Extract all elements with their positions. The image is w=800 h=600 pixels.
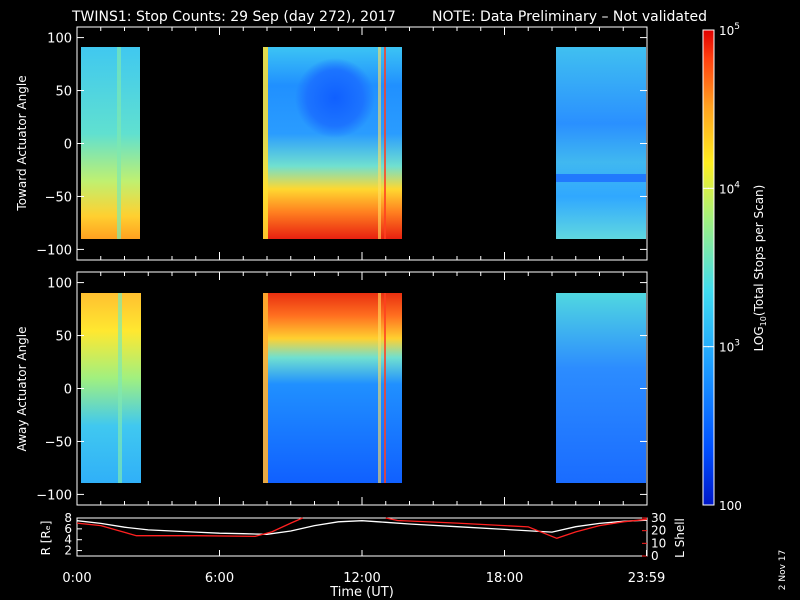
toward-stripe-3 xyxy=(378,47,381,239)
ytick-label: 0 xyxy=(64,383,72,398)
away-stripe-2 xyxy=(263,293,268,483)
right-ytick-label: 20 xyxy=(651,524,666,538)
toward-block-1 xyxy=(81,47,140,239)
ytick-label: −50 xyxy=(45,190,72,205)
ephemeris-series-line xyxy=(76,517,303,538)
away-block-2 xyxy=(263,293,402,483)
colorbar-tick-label: 100 xyxy=(719,499,742,513)
colorbar-tick-base: 100 xyxy=(719,499,742,513)
panel-toward-ylabel: Toward Actuator Angle xyxy=(15,75,29,211)
toward-band-3 xyxy=(556,174,646,182)
ytick-label: 50 xyxy=(55,330,72,345)
ephemeris-series-line xyxy=(76,519,648,535)
xtick-label: 6:00 xyxy=(205,571,234,586)
right-ytick-label: 0 xyxy=(651,549,659,563)
right-ytick-label: 30 xyxy=(651,511,666,525)
ephemeris-ylabel-right: L Shell xyxy=(673,518,687,558)
panel-away-yaxis: 100 50 0 −50 −100 xyxy=(36,277,647,503)
right-ytick-label: 10 xyxy=(651,536,666,550)
ytick-label: 100 xyxy=(47,277,72,292)
ytick-label: −50 xyxy=(45,435,72,450)
figure-title: TWINS1: Stop Counts: 29 Sep (day 272), 2… xyxy=(71,9,396,25)
toward-stripe-2 xyxy=(263,47,268,239)
toward-stripe-4 xyxy=(384,47,386,239)
left-ytick-label: 6 xyxy=(64,522,72,536)
toward-low-count-region xyxy=(295,58,375,138)
ytick-label: −100 xyxy=(36,488,72,503)
toward-stripe xyxy=(117,47,121,239)
panel-toward: Toward Actuator Angle 100 50 0 −50 −100 xyxy=(15,26,648,261)
away-stripe xyxy=(118,293,122,483)
ytick-label: 50 xyxy=(55,85,72,100)
xtick-label: 18:00 xyxy=(486,571,523,586)
toward-block-3 xyxy=(556,47,646,239)
colorbar-fill xyxy=(703,30,714,505)
colorbar-tick-exponent: 3 xyxy=(734,339,740,349)
date-stamp: 2 Nov 17 xyxy=(778,550,788,590)
colorbar-tick-label: 103 xyxy=(719,339,740,355)
ephemeris-xlabel: Time (UT) xyxy=(329,585,394,600)
away-block-1 xyxy=(81,293,141,483)
colorbar-tick-exponent: 5 xyxy=(734,22,740,32)
preliminary-note: NOTE: Data Preliminary – Not validated xyxy=(432,9,707,25)
left-ytick-label: 4 xyxy=(64,533,72,547)
ytick-label: 0 xyxy=(64,138,72,153)
xtick-label: 23:59 xyxy=(628,571,665,586)
ytick-label: 100 xyxy=(47,32,72,47)
away-stripe-4 xyxy=(384,293,386,483)
colorbar-label: LOG10(Total Stops per Scan) xyxy=(752,185,768,352)
panel-toward-yaxis: 100 50 0 −50 −100 xyxy=(36,32,647,258)
ephemeris-ylabel-left: R [Rₑ] xyxy=(39,521,53,556)
left-ytick-label: 8 xyxy=(64,511,72,525)
colorbar-tick-exponent: 4 xyxy=(734,180,740,190)
colorbar-tick-label: 105 xyxy=(719,22,740,38)
xtick-label: 0:00 xyxy=(62,571,91,586)
away-stripe-3 xyxy=(378,293,381,483)
left-ytick-label: 2 xyxy=(64,544,72,558)
colorbar-tick-label: 104 xyxy=(719,180,740,196)
colorbar-tick-base: 10 xyxy=(719,341,734,355)
ephemeris-series-line xyxy=(385,517,648,539)
colorbar-tick-base: 10 xyxy=(719,24,734,38)
colorbar-tick-base: 10 xyxy=(719,182,734,196)
ytick-label: −100 xyxy=(36,243,72,258)
panel-toward-heatmap xyxy=(81,47,646,239)
panel-away-heatmap xyxy=(81,293,646,483)
panel-away-ylabel: Away Actuator Angle xyxy=(15,326,29,451)
panel-away: Away Actuator Angle 100 50 0 −50 −100 xyxy=(15,271,648,506)
xtick-label: 12:00 xyxy=(343,571,380,586)
ephemeris-lines xyxy=(76,517,648,539)
away-block-3 xyxy=(556,293,646,483)
